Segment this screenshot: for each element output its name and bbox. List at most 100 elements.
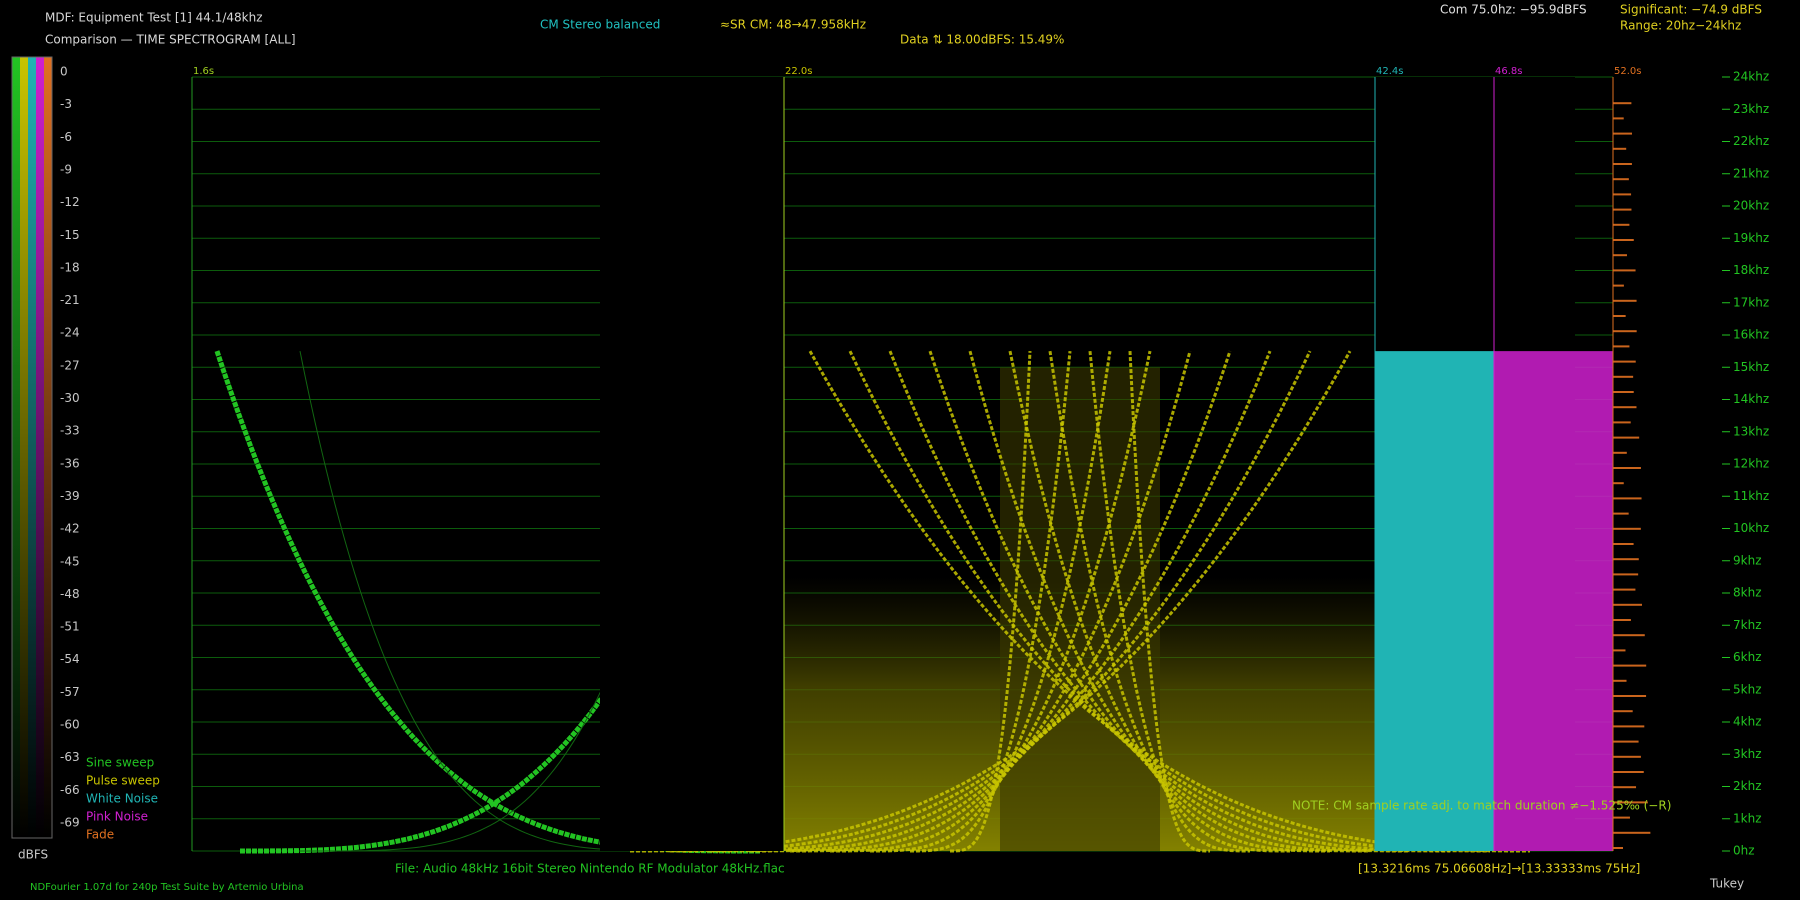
scale-label: -30 xyxy=(60,391,80,405)
scale-label: -45 xyxy=(60,554,80,568)
fade-line xyxy=(1613,755,1641,758)
scale-label: 0 xyxy=(60,65,68,79)
range: Range: 20hz−24khz xyxy=(1620,19,1741,33)
credit: NDFourier 1.07d for 240p Test Suite by A… xyxy=(30,882,304,893)
pulse-sweep-curve xyxy=(830,350,1152,853)
pulse-sweep-curve xyxy=(928,350,1410,853)
fade-line xyxy=(1613,664,1647,667)
pink-noise-block xyxy=(1494,351,1613,851)
scale-label: -33 xyxy=(60,424,80,438)
fade-line xyxy=(1613,847,1623,849)
fade-line xyxy=(1613,163,1632,165)
fade-line xyxy=(1613,193,1632,196)
fade-line xyxy=(1613,406,1637,409)
legend-label: Pulse sweep xyxy=(86,774,160,788)
frequency-label: 1khz xyxy=(1733,811,1762,825)
fade-line xyxy=(1613,558,1639,561)
scale-label: -69 xyxy=(60,816,80,830)
frequency-label: 2khz xyxy=(1733,779,1762,793)
data-note: Data ⇅ 18.00dBFS: 15.49% xyxy=(900,33,1064,47)
pulse-sweep-curve xyxy=(870,350,1112,853)
fade-line xyxy=(1613,588,1636,591)
frequency-label: 23khz xyxy=(1733,102,1769,116)
scale-label: -57 xyxy=(60,685,80,699)
fade-line xyxy=(1613,634,1645,637)
scale-label: -51 xyxy=(60,620,80,634)
fade-line xyxy=(1613,573,1639,576)
fade-line xyxy=(1613,421,1631,424)
frequency-label: 5khz xyxy=(1733,682,1762,696)
fade-line xyxy=(1613,740,1639,743)
scale-label: -21 xyxy=(60,293,80,307)
fade-line xyxy=(1613,831,1651,834)
frequency-label: 6khz xyxy=(1733,650,1762,664)
fade-line xyxy=(1613,345,1630,348)
window-name: Tukey xyxy=(1709,877,1744,891)
fade-line xyxy=(1613,360,1636,363)
fade-line xyxy=(1613,679,1627,682)
significant: Significant: −74.9 dBFS xyxy=(1620,3,1762,17)
scale-unit: dBFS xyxy=(18,848,48,862)
frequency-label: 8khz xyxy=(1733,586,1762,600)
fade-line xyxy=(1613,223,1630,226)
fade-line xyxy=(1613,391,1634,393)
fade-line xyxy=(1613,284,1624,287)
scale-label: -60 xyxy=(60,718,80,732)
fade-line xyxy=(1613,178,1629,181)
fade-line xyxy=(1613,330,1637,333)
timing: [13.3216ms 75.06608Hz]→[13.33333ms 75Hz] xyxy=(1358,862,1640,876)
file-name: File: Audio 48kHz 16bit Stereo Nintendo … xyxy=(395,862,785,876)
frequency-label: 3khz xyxy=(1733,747,1762,761)
scale-label: -15 xyxy=(60,228,80,242)
scale-stripe xyxy=(36,57,44,838)
scale-stripe xyxy=(28,57,36,838)
fade-line xyxy=(1613,603,1642,606)
frequency-label: 16khz xyxy=(1733,328,1769,342)
segment-label: 46.8s xyxy=(1495,66,1522,77)
pulse-sweep-curve xyxy=(750,350,1232,853)
fade-line xyxy=(1613,102,1632,105)
pulse-sweep-curve xyxy=(950,351,1032,853)
balance: CM Stereo balanced xyxy=(540,18,660,32)
fade-line xyxy=(1613,771,1644,773)
pulse-sweep-curve xyxy=(1048,350,1290,853)
spectrogram xyxy=(214,77,1651,854)
frequency-label: 10khz xyxy=(1733,521,1769,535)
fade-line xyxy=(1613,451,1627,454)
fade-line xyxy=(1613,117,1624,120)
frequency-label: 13khz xyxy=(1733,424,1769,438)
frequency-label: 24khz xyxy=(1733,70,1769,84)
com-level: Com 75.0hz: −95.9dBFS xyxy=(1440,3,1587,17)
scale-label: -3 xyxy=(60,97,72,111)
sample-rate: ≈SR CM: 48→47.958kHz xyxy=(720,18,866,32)
frequency-label: 11khz xyxy=(1733,489,1769,503)
fade-line xyxy=(1613,801,1648,804)
fade-line xyxy=(1613,254,1627,257)
segment-label: 22.0s xyxy=(785,66,812,77)
scale-label: -63 xyxy=(60,750,80,764)
scale-stripe xyxy=(20,57,28,838)
segment-label: 1.6s xyxy=(193,66,214,77)
legend-label: Sine sweep xyxy=(86,756,154,770)
fade-line xyxy=(1613,527,1641,530)
fade-line xyxy=(1613,482,1624,485)
scale-label: -12 xyxy=(60,195,80,209)
scale-label: -36 xyxy=(60,456,80,470)
fade-line xyxy=(1613,725,1645,728)
segment-label: 42.4s xyxy=(1376,66,1403,77)
fade-line xyxy=(1613,147,1627,150)
frequency-label: 9khz xyxy=(1733,553,1762,567)
frequency-label: 15khz xyxy=(1733,360,1769,374)
fade-line xyxy=(1613,239,1634,241)
frequency-label: 0hz xyxy=(1733,844,1755,858)
pulse-mask-left xyxy=(600,77,784,851)
fade-line xyxy=(1613,208,1632,211)
fade-line xyxy=(1613,375,1634,378)
scale-label: -42 xyxy=(60,522,80,536)
pulse-sweep-curve xyxy=(968,350,1370,853)
fade-line xyxy=(1613,543,1634,545)
scale-stripe xyxy=(44,57,52,838)
title: MDF: Equipment Test [1] 44.1/48khz xyxy=(45,11,263,25)
frequency-label: 22khz xyxy=(1733,134,1769,148)
